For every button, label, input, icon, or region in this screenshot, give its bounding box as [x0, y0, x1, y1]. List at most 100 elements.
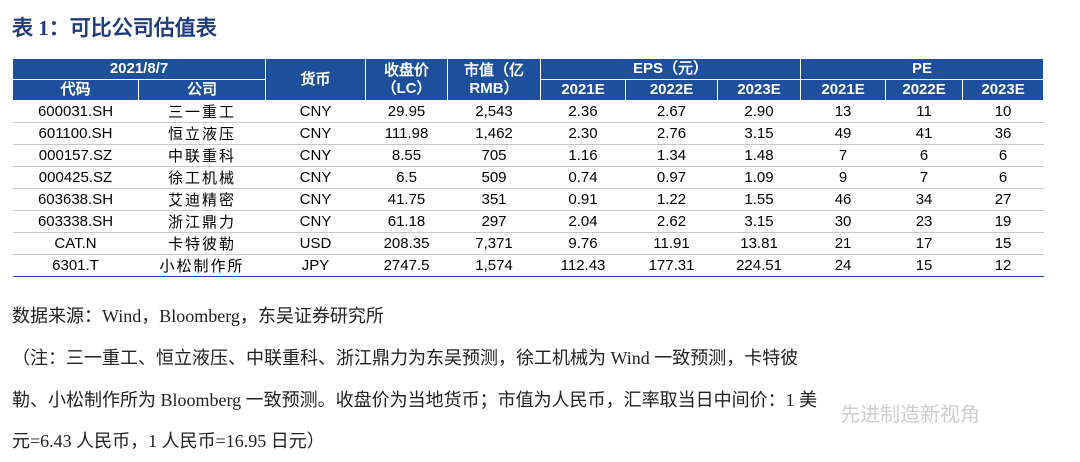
- data-cell: CNY: [265, 166, 366, 189]
- data-cell: 中联重科: [138, 144, 266, 167]
- data-cell: 0.91: [540, 188, 626, 211]
- data-cell: 224.51: [717, 254, 801, 277]
- data-cell: JPY: [265, 254, 366, 277]
- data-cell: 7: [885, 166, 963, 189]
- data-cell: 0.74: [540, 166, 626, 189]
- data-cell: 6: [962, 166, 1044, 189]
- data-cell: 恒立液压: [138, 122, 266, 145]
- data-cell: 1.09: [717, 166, 801, 189]
- header-cell: 2021E: [800, 79, 887, 101]
- header-cell: 公司: [137, 79, 267, 101]
- data-cell: 2.90: [717, 100, 801, 123]
- data-cell: 1.34: [625, 144, 718, 167]
- data-cell: 177.31: [625, 254, 718, 277]
- header-cell: EPS（元）: [540, 58, 802, 80]
- data-cell: 2.04: [540, 210, 626, 233]
- data-cell: CNY: [265, 188, 366, 211]
- data-cell: 41.75: [365, 188, 448, 211]
- data-cell: 12: [962, 254, 1044, 277]
- data-cell: 351: [447, 188, 541, 211]
- data-cell: CNY: [265, 100, 366, 123]
- data-row: 603338.SH 浙江鼎力 CNY 61.18 297 2.04 2.62 3.15 30 23…: [12, 210, 1044, 233]
- data-cell: 600031.SH: [12, 100, 139, 123]
- data-cell: 208.35: [365, 232, 448, 255]
- data-cell: 1,462: [447, 122, 541, 145]
- data-cell: 1.22: [625, 188, 718, 211]
- data-cell: 9.76: [540, 232, 626, 255]
- data-cell: 7,371: [447, 232, 541, 255]
- data-cell: 112.43: [540, 254, 626, 277]
- header-cell: 2023E: [962, 79, 1045, 101]
- valuation-table: 2021/8/7 货币 收盘价 （LC） 市值（亿 RMB） EPS（元） PE 代码 公司 202…: [11, 58, 1045, 277]
- data-cell: 2.30: [540, 122, 626, 145]
- data-cell: 15: [962, 232, 1044, 255]
- header-line: （LC）: [381, 79, 432, 97]
- data-cell: 23: [885, 210, 963, 233]
- data-cell: CAT.N: [12, 232, 139, 255]
- data-cell: 2.76: [625, 122, 718, 145]
- header-cell: 2023E: [717, 79, 802, 101]
- header-cell: 收盘价 （LC）: [365, 58, 449, 101]
- note-line: 元=6.43 人民币，1 人民币=16.95 日元）: [12, 431, 325, 451]
- header-row: 2021/8/7 货币 收盘价 （LC） 市值（亿 RMB） EPS（元） PE: [11, 58, 1045, 101]
- data-cell: 21: [800, 232, 886, 255]
- data-cell: 6.5: [365, 166, 448, 189]
- data-cell: 41: [885, 122, 963, 145]
- data-cell: 13.81: [717, 232, 801, 255]
- data-row: 601100.SH 恒立液压 CNY 111.98 1,462 2.30 2.76 3.15 4…: [12, 122, 1044, 145]
- header-cell: 代码: [12, 79, 139, 101]
- header-cell: 2021E: [540, 79, 627, 101]
- data-cell: 艾迪精密: [138, 188, 266, 211]
- data-cell: 30: [800, 210, 886, 233]
- data-cell: 49: [800, 122, 886, 145]
- header-cell: 货币: [265, 58, 367, 101]
- header-line: RMB）: [469, 79, 519, 97]
- data-cell: 509: [447, 166, 541, 189]
- note-line: （注：三一重工、恒立液压、中联重科、浙江鼎力为东吴预测，徐工机械为 Wind 一…: [12, 348, 799, 368]
- data-cell: 0.97: [625, 166, 718, 189]
- data-cell: 29.95: [365, 100, 448, 123]
- data-cell: 6: [885, 144, 963, 167]
- data-cell: 11: [885, 100, 963, 123]
- data-cell: 小松制作所: [138, 254, 266, 277]
- data-cell: 8.55: [365, 144, 448, 167]
- header-cell: 2021/8/7: [11, 58, 267, 80]
- data-cell: 3.15: [717, 210, 801, 233]
- header-cell: 2022E: [625, 79, 719, 101]
- data-cell: 7: [800, 144, 886, 167]
- data-cell: CNY: [265, 210, 366, 233]
- data-cell: USD: [265, 232, 366, 255]
- data-cell: 浙江鼎力: [138, 210, 266, 233]
- watermark: 先进制造新视角: [840, 402, 980, 426]
- data-cell: 6301.T: [12, 254, 139, 277]
- data-cell: 3.15: [717, 122, 801, 145]
- data-cell: 10: [962, 100, 1044, 123]
- header-cell: PE: [800, 58, 1045, 80]
- data-row: CAT.N 卡特彼勒 USD 208.35 7,371 9.76 11.91 13.81 21 1…: [12, 232, 1044, 255]
- data-row: 000425.SZ 徐工机械 CNY 6.5 509 0.74 0.97 1.09 9 7 6: [12, 166, 1044, 189]
- data-cell: 000425.SZ: [12, 166, 139, 189]
- data-cell: 705: [447, 144, 541, 167]
- data-cell: 34: [885, 188, 963, 211]
- data-cell: 1,574: [447, 254, 541, 277]
- data-cell: 111.98: [365, 122, 448, 145]
- data-cell: 1.55: [717, 188, 801, 211]
- data-cell: 2,543: [447, 100, 541, 123]
- data-row: 6301.T 小松制作所 JPY 2747.5 1,574 112.43 177.31 224…: [12, 254, 1044, 277]
- note-line: 勒、小松制作所为 Bloomberg 一致预测。收盘价为当地货币；市值为人民币，…: [12, 390, 818, 410]
- data-cell: 27: [962, 188, 1044, 211]
- source: 数据来源：Wind，Bloomberg，东吴证券研究所: [12, 306, 384, 326]
- data-cell: 17: [885, 232, 963, 255]
- data-cell: 2.62: [625, 210, 718, 233]
- title: 表 1：可比公司估值表: [12, 16, 217, 40]
- data-cell: 13: [800, 100, 886, 123]
- data-cell: 24: [800, 254, 886, 277]
- data-cell: 61.18: [365, 210, 448, 233]
- data-cell: 6: [962, 144, 1044, 167]
- data-cell: 卡特彼勒: [138, 232, 266, 255]
- data-cell: CNY: [265, 144, 366, 167]
- data-cell: 603338.SH: [12, 210, 139, 233]
- data-cell: 601100.SH: [12, 122, 139, 145]
- header-cell: 2022E: [885, 79, 964, 101]
